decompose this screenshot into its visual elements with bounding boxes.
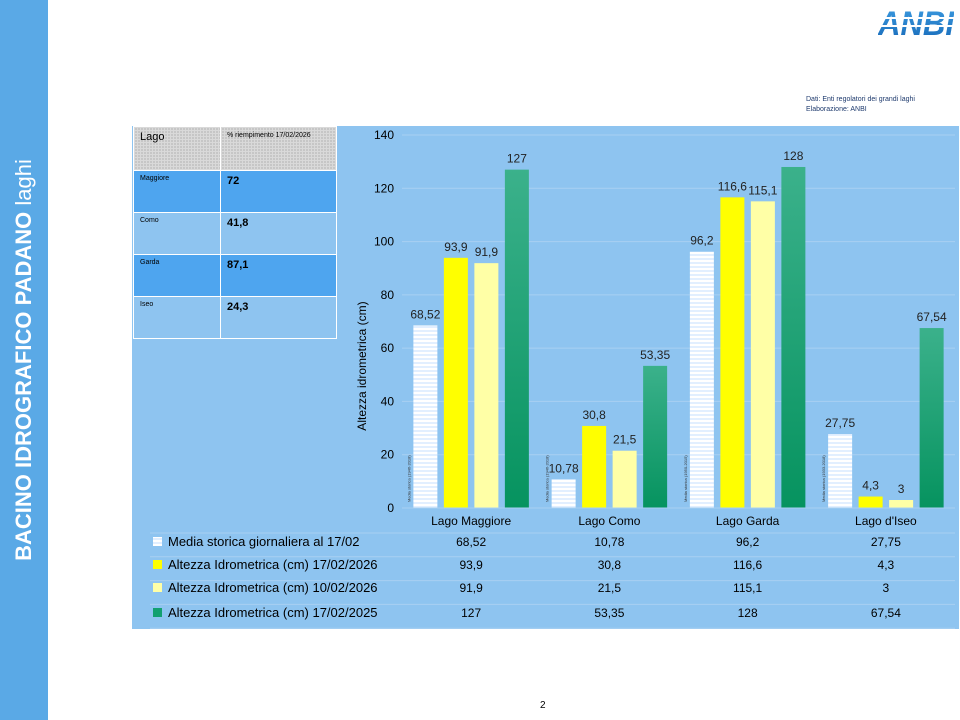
svg-text:ANBI: ANBI: [878, 6, 954, 38]
data-label: 91,9: [475, 245, 499, 259]
category-label: Lago Garda: [716, 514, 780, 528]
data-label: 93,9: [444, 240, 468, 254]
page-number: 2: [540, 700, 546, 711]
legend-table-value: 4,3: [878, 558, 895, 572]
data-label: 53,35: [640, 348, 670, 362]
bar: [858, 496, 883, 508]
historical-period-note: Media storica (1946-2018): [406, 455, 411, 502]
y-tick-label: 120: [374, 181, 394, 195]
legend-series-name: Altezza Idrometrica (cm) 17/02/2026: [168, 557, 378, 572]
legend-table-value: 21,5: [598, 581, 622, 595]
data-source-note: Dati: Enti regolatori dei grandi laghi E…: [806, 96, 915, 113]
legend-swatch: [153, 583, 162, 592]
bar: [504, 169, 529, 508]
table-row: Como 41,8: [133, 212, 337, 255]
legend-table-value: 3: [883, 581, 890, 595]
bar: [689, 251, 714, 508]
legend-series-name: Altezza Idrometrica (cm) 10/02/2026: [168, 580, 378, 595]
data-label: 3: [898, 482, 905, 496]
legend-series-name: Media storica giornaliera al 17/02: [168, 534, 360, 549]
legend-table-value: 128: [738, 606, 758, 620]
legend-table-value: 91,9: [459, 581, 483, 595]
legend-table-value: 68,52: [456, 535, 486, 549]
legend-table-value: 115,1: [733, 581, 762, 595]
fill-value: 41,8: [220, 212, 337, 255]
y-tick-label: 80: [381, 288, 395, 302]
legend-swatch: [153, 560, 162, 569]
fill-table-header: Lago % riempimento 17/02/2026: [133, 126, 337, 171]
anbi-logo: ANBI: [878, 6, 954, 38]
y-tick-label: 40: [381, 394, 395, 408]
fill-value: 24,3: [220, 296, 337, 339]
fill-percentage-table: Lago % riempimento 17/02/2026 Maggiore 7…: [133, 126, 337, 339]
bar: [720, 197, 745, 508]
category-label: Lago d'Iseo: [855, 514, 917, 528]
data-label: 127: [507, 152, 527, 166]
data-label: 128: [783, 149, 803, 163]
data-label: 116,6: [718, 179, 747, 193]
legend-swatch: [153, 537, 162, 546]
legend-table-value: 96,2: [736, 535, 760, 549]
fill-column-header: % riempimento 17/02/2026: [220, 126, 337, 171]
data-label: 96,2: [690, 234, 714, 248]
data-label: 30,8: [582, 408, 606, 422]
y-tick-label: 60: [381, 341, 395, 355]
legend-table-value: 116,6: [733, 558, 762, 572]
bar: [413, 325, 438, 508]
table-row: Garda 87,1: [133, 254, 337, 297]
bar: [551, 479, 576, 508]
bar: [750, 201, 775, 509]
legend-table-value: 53,35: [594, 606, 624, 620]
bar: [919, 328, 944, 508]
historical-period-note: Media storica (1946-2018): [545, 455, 550, 502]
data-label: 21,5: [613, 433, 637, 447]
data-label: 68,52: [410, 307, 440, 321]
lake-name: Como: [133, 212, 221, 255]
bar: [474, 263, 499, 508]
bar: [443, 257, 468, 508]
data-label: 67,54: [917, 310, 947, 324]
y-tick-label: 140: [374, 128, 394, 142]
lake-name: Maggiore: [133, 170, 221, 213]
legend-table-value: 127: [461, 606, 481, 620]
data-label: 4,3: [862, 479, 879, 493]
historical-period-note: Media storica (1950-2015): [683, 455, 688, 502]
legend-series-name: Altezza Idrometrica (cm) 17/02/2025: [168, 605, 378, 620]
table-row: Iseo 24,3: [133, 296, 337, 339]
y-tick-label: 20: [381, 448, 395, 462]
category-label: Lago Como: [578, 514, 640, 528]
legend-table-value: 30,8: [598, 558, 622, 572]
bar: [612, 450, 637, 508]
y-tick-label: 100: [374, 235, 394, 249]
lake-name: Iseo: [133, 296, 221, 339]
sidebar-band: BACINO IDROGRAFICO PADANO laghi: [0, 0, 48, 720]
bar: [582, 425, 607, 508]
fill-value: 87,1: [220, 254, 337, 297]
bar: [889, 500, 914, 508]
bar: [828, 434, 853, 508]
bar: [781, 166, 806, 508]
legend-table-value: 10,78: [594, 535, 624, 549]
fill-value: 72: [220, 170, 337, 213]
lake-name: Garda: [133, 254, 221, 297]
data-label: 27,75: [825, 416, 855, 430]
category-label: Lago Maggiore: [431, 514, 511, 528]
table-row: Maggiore 72: [133, 170, 337, 213]
data-label: 10,78: [549, 461, 579, 475]
legend-table-value: 67,54: [871, 606, 901, 620]
historical-period-note: Media storica (1933-2018): [821, 455, 826, 502]
legend-table-value: 27,75: [871, 535, 901, 549]
legend-swatch: [153, 608, 162, 617]
data-label: 115,1: [748, 183, 777, 197]
y-tick-label: 0: [387, 501, 394, 515]
bar: [643, 365, 668, 508]
lake-column-header: Lago: [133, 126, 221, 171]
legend-table-value: 93,9: [459, 558, 483, 572]
y-axis-title: Altezza idrometrica (cm): [355, 301, 369, 430]
